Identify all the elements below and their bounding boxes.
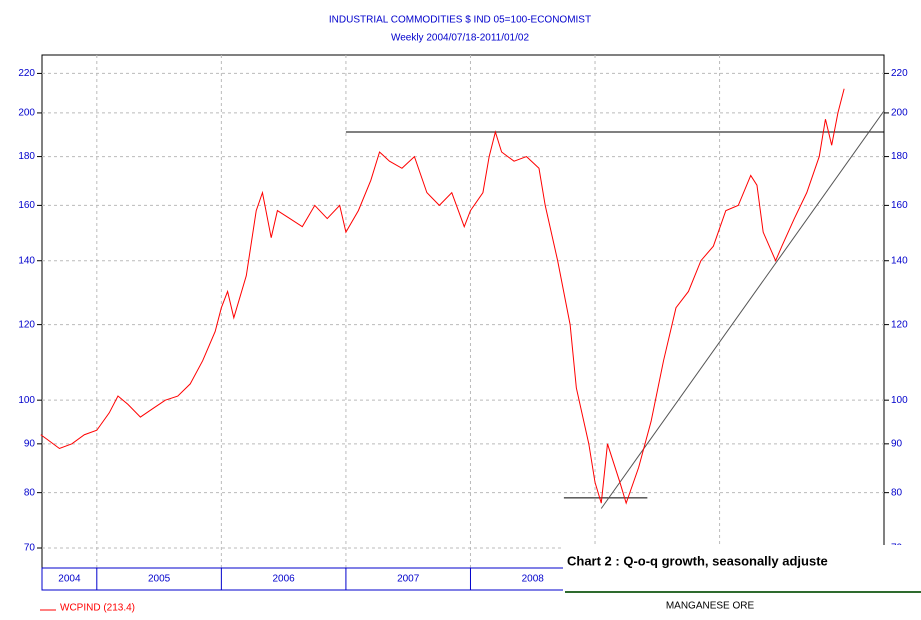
y-tick-label: 80 — [24, 487, 36, 498]
trend-line — [600, 110, 885, 509]
y-tick-label: 200 — [18, 108, 35, 119]
year-label: 2007 — [397, 574, 420, 585]
y2-tick-label: 200 — [891, 108, 908, 119]
y2-tick-label: 180 — [891, 151, 908, 162]
y2-tick-label: 140 — [891, 255, 908, 266]
y-tick-label: 160 — [18, 200, 35, 211]
y-tick-label: 140 — [18, 255, 35, 266]
legend-label: WCPIND (213.4) — [60, 603, 135, 614]
y-tick-label: 220 — [18, 68, 35, 79]
y-tick-label: 100 — [18, 395, 35, 406]
y2-tick-label: 160 — [891, 200, 908, 211]
year-label: 2008 — [522, 574, 545, 585]
y2-tick-label: 90 — [891, 438, 903, 449]
y2-tick-label: 100 — [891, 395, 908, 406]
y-tick-label: 70 — [24, 543, 36, 554]
overlay-title: Chart 2 : Q-o-q growth, seasonally adjus… — [567, 553, 828, 568]
y2-tick-label: 80 — [891, 487, 903, 498]
overlay-subtitle: MANGANESE ORE — [666, 601, 755, 612]
chart-subtitle: Weekly 2004/07/18-2011/01/02 — [391, 33, 530, 44]
year-label: 2005 — [148, 574, 171, 585]
overlay-panel — [563, 545, 921, 620]
y-tick-label: 90 — [24, 438, 36, 449]
data-line — [40, 88, 845, 505]
year-label: 2006 — [273, 574, 296, 585]
chart-title: INDUSTRIAL COMMODITIES $ IND 05=100-ECON… — [329, 15, 591, 26]
y-tick-label: 120 — [18, 319, 35, 330]
y2-tick-label: 220 — [891, 68, 908, 79]
y2-tick-label: 120 — [891, 319, 908, 330]
y-tick-label: 180 — [18, 151, 35, 162]
year-label: 2004 — [58, 574, 81, 585]
